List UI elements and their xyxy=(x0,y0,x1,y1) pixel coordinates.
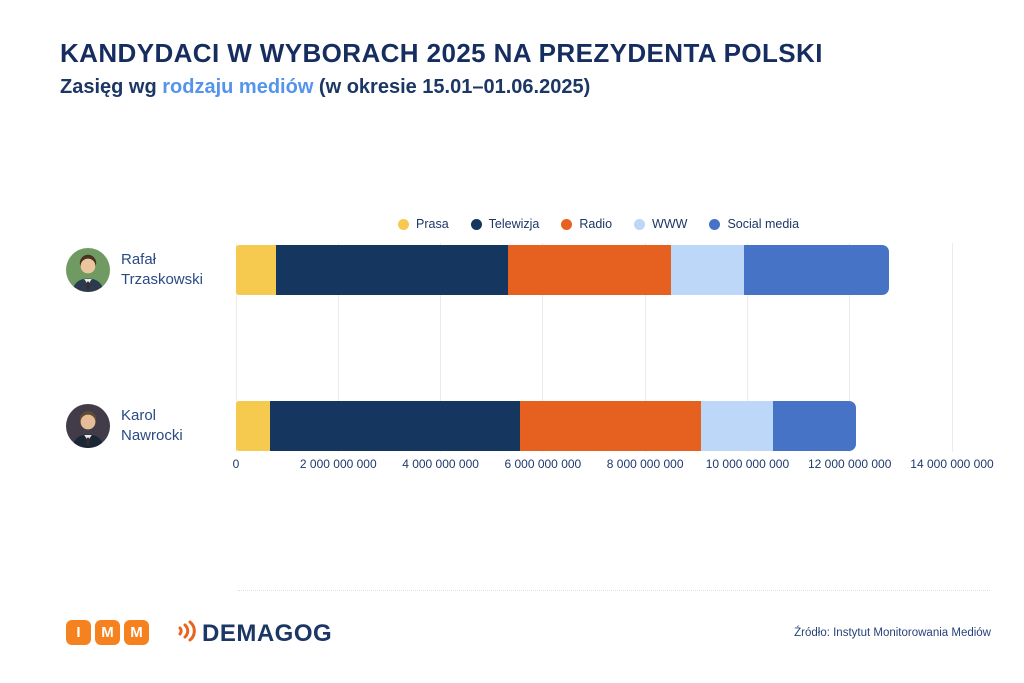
subtitle-prefix: Zasięg wg xyxy=(60,76,163,98)
bar-segment-social-media xyxy=(744,245,889,295)
bar-segment-radio xyxy=(519,401,701,451)
bar-segment-telewizja xyxy=(269,401,520,451)
gridline xyxy=(644,243,646,452)
axis-tick-label: 12 000 000 000 xyxy=(807,457,892,471)
row-separator-line xyxy=(238,590,990,591)
gridline xyxy=(235,243,237,452)
source-attribution: Źródło: Instytut Monitorowania Mediów xyxy=(794,627,991,639)
imm-logo: I M M xyxy=(66,620,149,645)
candidate-name: Karol Nawrocki xyxy=(121,406,183,446)
axis-tick-label: 4 000 000 000 xyxy=(402,457,479,471)
legend-label: Radio xyxy=(579,217,613,231)
candidate-name-line: Rafał xyxy=(121,251,157,268)
legend-item-social-media: Social media xyxy=(709,217,799,231)
page-title: KANDYDACI W WYBORACH 2025 NA PREZYDENTA … xyxy=(60,38,823,68)
axis-tick-label: 10 000 000 000 xyxy=(705,457,790,471)
legend-label: WWW xyxy=(652,217,688,231)
candidate-row: Karol Nawrocki xyxy=(66,404,183,448)
legend-dot xyxy=(634,218,646,230)
legend-item-radio: Radio xyxy=(561,217,612,231)
avatar xyxy=(66,248,110,292)
bar-segment-telewizja xyxy=(275,245,509,295)
legend-label: Social media xyxy=(727,217,800,231)
x-axis: 0 2 000 000 000 4 000 000 000 6 000 000 000… xyxy=(0,457,1024,473)
bar-segment-www xyxy=(671,245,745,295)
bar-segment-prasa xyxy=(236,245,276,295)
demagog-logo: DEMAGOG xyxy=(176,617,332,650)
legend-item-telewizja: Telewizja xyxy=(470,217,540,231)
axis-tick-label: 6 000 000 000 xyxy=(504,457,582,471)
axis-tick-label: 14 000 000 000 xyxy=(910,457,994,471)
legend-item-prasa: Prasa xyxy=(398,217,449,231)
gridline xyxy=(337,243,339,452)
bar-row xyxy=(236,245,889,295)
demagog-wordmark: DEMAGOG xyxy=(202,619,333,647)
legend-label: Prasa xyxy=(416,217,449,231)
legend-item-www: WWW xyxy=(634,217,687,231)
gridline xyxy=(951,243,953,452)
axis-tick-label: 0 xyxy=(232,457,240,471)
bar-segment-radio xyxy=(508,245,672,295)
candidate-name-line: Nawrocki xyxy=(121,427,183,444)
chart-legend: Prasa Telewizja Radio WWW Social media xyxy=(398,217,799,231)
gridline xyxy=(746,243,748,452)
axis-tick-label: 2 000 000 000 xyxy=(299,457,377,471)
axis-tick-label: 8 000 000 000 xyxy=(606,457,684,471)
subtitle-accent: rodzaju mediów xyxy=(162,76,314,98)
imm-logo-tile: M xyxy=(95,620,120,645)
bar-segment-www xyxy=(700,401,773,451)
gridline xyxy=(849,243,851,452)
candidate-name-line: Karol xyxy=(121,407,157,424)
legend-dot xyxy=(470,218,482,230)
bar-segment-prasa xyxy=(236,401,270,451)
candidate-name: Rafał Trzaskowski xyxy=(121,250,203,290)
legend-label: Telewizja xyxy=(488,217,540,231)
page-subtitle: Zasięg wg rodzaju mediów (w okresie 15.0… xyxy=(60,76,590,99)
gridline xyxy=(440,243,442,452)
subtitle-suffix: (w okresie 15.01–01.06.2025) xyxy=(313,76,591,98)
avatar xyxy=(66,404,110,448)
bar-segment-social-media xyxy=(772,401,856,451)
imm-logo-tile: I xyxy=(66,620,91,645)
gridline xyxy=(542,243,544,452)
bar-row xyxy=(236,401,856,451)
imm-logo-tile: M xyxy=(124,620,149,645)
legend-dot xyxy=(398,218,409,230)
legend-dot xyxy=(709,218,721,230)
plot-area xyxy=(235,243,990,591)
sound-waves-icon xyxy=(176,617,198,650)
candidate-name-line: Trzaskowski xyxy=(121,271,203,288)
candidate-row: Rafał Trzaskowski xyxy=(66,248,203,292)
legend-dot xyxy=(561,218,573,230)
